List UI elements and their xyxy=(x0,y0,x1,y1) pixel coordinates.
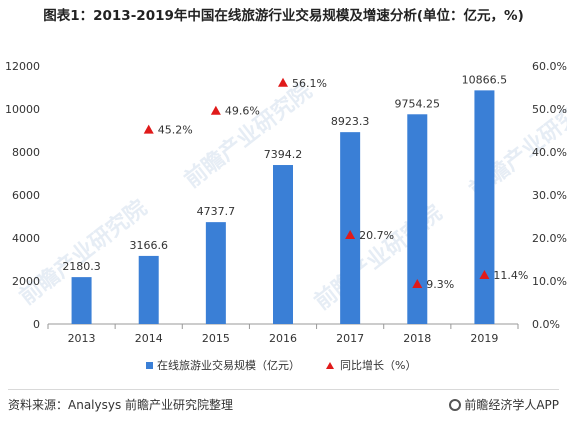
bar xyxy=(273,165,293,324)
bar xyxy=(474,90,495,325)
bar xyxy=(71,277,92,324)
x-tick-label: 2017 xyxy=(336,332,364,345)
bar-value-label: 3166.6 xyxy=(129,239,168,252)
x-tick-label: 2016 xyxy=(269,332,297,345)
y-right-tick-label: 30.0% xyxy=(532,189,567,202)
growth-marker xyxy=(278,77,288,87)
y-left-tick-label: 8000 xyxy=(12,146,40,159)
growth-marker xyxy=(479,269,490,279)
legend-label-marker: 同比增长（%） xyxy=(340,358,416,372)
growth-value-label: 11.4% xyxy=(493,269,528,282)
growth-value-label: 9.3% xyxy=(426,278,454,291)
y-left-tick-label: 10000 xyxy=(5,103,40,116)
x-tick-label: 2015 xyxy=(202,332,230,345)
y-right-tick-label: 0.0% xyxy=(532,318,560,331)
legend-swatch-bar xyxy=(146,362,153,369)
brand-text: 前瞻经济学人APP xyxy=(464,398,559,412)
x-tick-label: 2013 xyxy=(68,332,96,345)
x-tick-label: 2019 xyxy=(470,332,498,345)
y-left-tick-label: 2000 xyxy=(12,275,40,288)
legend-label-bar: 在线旅游业交易规模（亿元） xyxy=(157,358,300,372)
bar xyxy=(407,114,428,324)
bar-value-label: 4737.7 xyxy=(197,205,236,218)
y-right-tick-label: 20.0% xyxy=(532,232,567,245)
growth-value-label: 49.6% xyxy=(225,105,260,118)
y-right-tick-label: 10.0% xyxy=(532,275,567,288)
growth-value-label: 45.2% xyxy=(158,124,193,137)
bar-value-label: 9754.25 xyxy=(395,97,441,110)
brand-label: 前瞻经济学人APP xyxy=(449,396,559,413)
bar xyxy=(138,255,159,324)
growth-value-label: 56.1% xyxy=(292,77,327,90)
growth-value-label: 20.7% xyxy=(359,229,394,242)
y-left-tick-label: 4000 xyxy=(12,232,40,245)
y-right-tick-label: 50.0% xyxy=(532,103,567,116)
bar-value-label: 8923.3 xyxy=(331,115,370,128)
footer-divider xyxy=(8,389,559,390)
y-right-tick-label: 40.0% xyxy=(532,146,567,159)
bar-value-label: 10866.5 xyxy=(462,73,508,86)
bar xyxy=(205,222,226,324)
growth-marker xyxy=(143,124,154,134)
y-left-tick-label: 12000 xyxy=(5,60,40,73)
growth-marker xyxy=(345,229,356,239)
x-tick-label: 2014 xyxy=(135,332,163,345)
bar xyxy=(340,132,361,324)
chart-title: 图表1：2013-2019年中国在线旅游行业交易规模及增速分析(单位：亿元，%) xyxy=(43,8,524,24)
y-right-tick-label: 60.0% xyxy=(532,60,567,73)
growth-marker xyxy=(210,105,221,115)
y-left-tick-label: 0 xyxy=(33,318,40,331)
brand-logo-icon xyxy=(449,399,462,411)
x-tick-label: 2018 xyxy=(403,332,431,345)
y-left-tick-label: 6000 xyxy=(12,189,40,202)
bar-value-label: 7394.2 xyxy=(264,148,303,161)
legend-swatch-marker xyxy=(326,362,334,369)
growth-marker xyxy=(412,279,423,289)
source-note: 资料来源：Analysys 前瞻产业研究院整理 xyxy=(8,398,234,412)
bar-value-label: 2180.3 xyxy=(62,260,101,273)
